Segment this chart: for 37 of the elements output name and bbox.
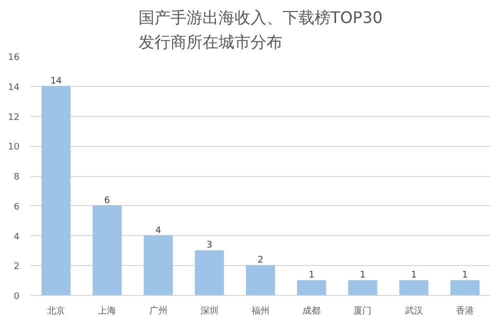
x-tick-label: 福州: [252, 306, 270, 316]
y-tick-label: 0: [14, 292, 20, 302]
y-tick-label: 10: [8, 142, 20, 153]
data-label: 2: [258, 256, 264, 266]
data-label: 4: [155, 226, 162, 236]
bar: [194, 250, 224, 296]
y-tick-label: 8: [14, 172, 20, 182]
bar: [297, 280, 326, 296]
bar: [348, 280, 378, 296]
bar: [144, 235, 173, 296]
y-tick-label: 2: [14, 262, 20, 272]
bar: [246, 265, 276, 296]
x-tick-label: 广州: [149, 306, 168, 316]
y-tick-label: 14: [8, 82, 20, 93]
data-label: 3: [206, 240, 212, 251]
data-label: 6: [104, 196, 110, 206]
y-tick-label: 4: [14, 232, 20, 242]
data-label: 1: [308, 270, 314, 281]
x-tick-label: 成都: [302, 306, 321, 316]
bar: [399, 280, 428, 296]
x-tick-label: 深圳: [200, 306, 218, 316]
bar: [92, 205, 122, 296]
bar: [450, 280, 480, 296]
y-tick-label: 12: [8, 112, 20, 123]
y-tick-label: 6: [14, 202, 20, 212]
x-tick-label: 香港: [456, 306, 474, 316]
x-tick-label: 上海: [98, 306, 116, 316]
x-tick-label: 北京: [47, 306, 66, 316]
x-tick-label: 武汉: [404, 306, 423, 316]
data-label: 1: [462, 270, 468, 281]
data-label: 1: [360, 270, 366, 281]
bar: [42, 86, 71, 296]
y-tick-label: 16: [8, 53, 20, 63]
data-label: 1: [410, 270, 417, 281]
chart-title: 国产手游出海收入、下载榜TOP30 发行商所在城市分布: [138, 8, 383, 52]
x-tick-label: 厦门: [354, 306, 372, 316]
data-label: 14: [50, 76, 62, 86]
